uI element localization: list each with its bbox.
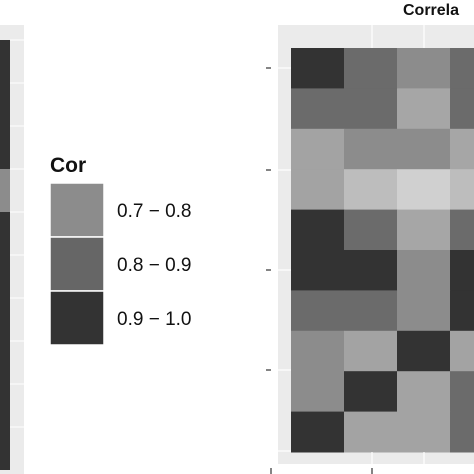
- legend-key: [49, 182, 105, 238]
- legend-key: [49, 290, 105, 346]
- heatmap-cell: [450, 88, 474, 130]
- legend-key: [49, 236, 105, 292]
- left-heatmap-panel: [0, 25, 24, 474]
- left-heatmap-cell: [0, 384, 10, 427]
- heatmap-cell: [397, 330, 451, 372]
- heatmap-cell: [397, 48, 451, 89]
- legend-label: 0.9 − 1.0: [117, 309, 191, 330]
- heatmap-cell: [291, 290, 345, 332]
- heatmap-cell: [344, 371, 398, 413]
- heatmap-cell: [397, 290, 451, 332]
- heatmap-cell: [291, 88, 345, 130]
- heatmap-cell: [291, 169, 345, 211]
- legend-label: 0.8 − 0.9: [117, 255, 191, 276]
- left-heatmap-cell: [0, 255, 10, 298]
- heatmap-cell: [344, 209, 398, 251]
- left-heatmap-cell: [0, 298, 10, 341]
- heatmap-cell: [397, 371, 451, 413]
- heatmap-cell: [344, 290, 398, 332]
- heatmap-cell: [397, 209, 451, 251]
- heatmap-cell: [450, 209, 474, 251]
- left-heatmap-cell: [0, 126, 10, 169]
- left-heatmap-cell: [0, 40, 10, 83]
- heatmap-cell: [291, 128, 345, 170]
- left-heatmap-cell: [0, 83, 10, 126]
- legend-label: 0.7 − 0.8: [117, 201, 191, 222]
- heatmap-cell: [344, 128, 398, 170]
- heatmap-cell: [450, 290, 474, 332]
- heatmap-cell: [291, 371, 345, 413]
- left-heatmap-cell: [0, 169, 10, 212]
- heatmap-cell: [291, 250, 345, 291]
- heatmap-cell: [450, 169, 474, 211]
- heatmap-cell: [397, 169, 451, 211]
- plot-title: Correla: [403, 2, 459, 19]
- heatmap-cell: [344, 411, 398, 453]
- heatmap-cell: [450, 371, 474, 413]
- heatmap-cell: [450, 330, 474, 372]
- heatmap-cell: [450, 128, 474, 170]
- heatmap-cell: [450, 411, 474, 453]
- left-heatmap-cell: [0, 212, 10, 255]
- heatmap-cell: [450, 48, 474, 89]
- heatmap-cell: [397, 88, 451, 130]
- heatmap-cell: [291, 330, 345, 372]
- left-heatmap-cell: [0, 427, 10, 470]
- heatmap-cell: [397, 411, 451, 453]
- heatmap-cell: [291, 48, 345, 89]
- heatmap-cell: [344, 169, 398, 211]
- right-heatmap-panel: [266, 25, 474, 474]
- heatmap-cell: [291, 209, 345, 251]
- heatmap-cell: [344, 250, 398, 291]
- heatmap-cell: [291, 411, 345, 453]
- heatmap-cell: [450, 250, 474, 291]
- legend: Cor 0.7 − 0.8 0.8 − 0.9 0.9 − 1.0: [49, 154, 191, 346]
- heatmap-cell: [397, 250, 451, 291]
- left-heatmap-cell: [0, 341, 10, 384]
- heatmap-cell: [344, 330, 398, 372]
- heatmap-cell: [397, 128, 451, 170]
- legend-title: Cor: [50, 154, 86, 177]
- heatmap-cell: [344, 88, 398, 130]
- heatmap-cell: [344, 48, 398, 89]
